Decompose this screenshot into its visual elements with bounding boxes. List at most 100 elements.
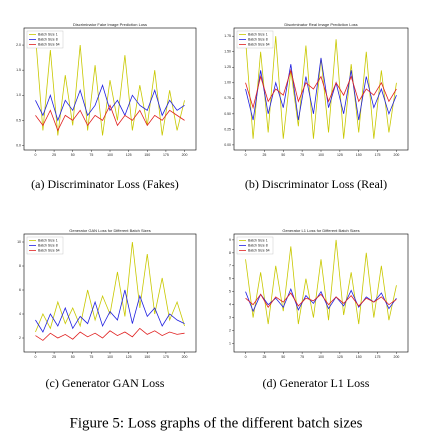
y-tick-label: 1.00 <box>224 81 231 85</box>
subfigure-caption: (c) Generator GAN Loss <box>46 376 165 390</box>
figure-caption: Figure 5: Loss graphs of the different b… <box>70 415 363 431</box>
x-tick-label: 125 <box>337 355 343 359</box>
y-tick-label: 2 <box>229 328 231 332</box>
x-tick-label: 25 <box>262 355 266 359</box>
x-tick-label: 25 <box>52 153 56 157</box>
legend-label: Batch Size 64 <box>38 248 60 252</box>
legend-label: Batch Size 8 <box>38 243 58 247</box>
y-tick-label: 5 <box>229 290 231 294</box>
y-tick-label: 2.0 <box>16 43 21 47</box>
y-tick-label: 6 <box>229 277 231 281</box>
y-tick-label: 8 <box>19 264 21 268</box>
x-tick-label: 125 <box>337 153 343 157</box>
x-tick-label: 75 <box>89 355 93 359</box>
x-tick-label: 125 <box>126 153 132 157</box>
x-tick-label: 0 <box>245 153 247 157</box>
y-tick-label: 9 <box>229 238 231 242</box>
x-tick-label: 200 <box>394 355 400 359</box>
x-tick-label: 150 <box>356 153 362 157</box>
chart-title: Generator L1 Loss for Different Batch Si… <box>282 228 359 233</box>
y-tick-label: 7 <box>229 264 231 268</box>
y-tick-label: 0.50 <box>224 112 231 116</box>
y-tick-label: 6 <box>19 288 21 292</box>
y-tick-label: 0.75 <box>224 96 231 100</box>
y-tick-label: 4 <box>229 303 231 307</box>
x-tick-label: 75 <box>300 153 304 157</box>
x-tick-label: 0 <box>34 355 36 359</box>
y-tick-label: 10 <box>17 240 21 244</box>
x-tick-label: 200 <box>182 355 188 359</box>
subfigure-caption: (d) Generator L1 Loss <box>263 376 370 390</box>
x-tick-label: 50 <box>71 153 75 157</box>
legend-label: Batch Size 8 <box>248 37 268 41</box>
y-tick-label: 0.25 <box>224 127 231 131</box>
legend-label: Batch Size 8 <box>248 243 268 247</box>
x-tick-label: 125 <box>126 355 132 359</box>
x-tick-label: 0 <box>34 153 36 157</box>
x-tick-label: 175 <box>163 355 169 359</box>
legend-box <box>26 236 64 255</box>
x-tick-label: 150 <box>144 153 150 157</box>
chart-title: Discriminator Fake Image Prediction Loss <box>73 22 147 27</box>
y-tick-label: 0.0 <box>16 143 21 147</box>
y-tick-label: 1.0 <box>16 93 21 97</box>
x-tick-label: 175 <box>163 153 169 157</box>
x-tick-label: 25 <box>262 153 266 157</box>
loss-line <box>245 57 397 121</box>
x-tick-label: 25 <box>52 355 56 359</box>
loss-line <box>35 327 185 341</box>
x-tick-label: 150 <box>356 355 362 359</box>
loss-line <box>35 83 185 122</box>
y-tick-label: 4 <box>19 312 21 316</box>
x-tick-label: 50 <box>71 355 75 359</box>
x-tick-label: 0 <box>245 355 247 359</box>
loss-line <box>245 292 397 308</box>
x-tick-label: 100 <box>107 355 113 359</box>
x-tick-label: 175 <box>375 355 381 359</box>
loss-line <box>245 239 397 325</box>
loss-line <box>35 241 185 333</box>
y-tick-label: 1 <box>229 341 231 345</box>
y-tick-label: 2 <box>19 336 21 340</box>
legend-box <box>236 30 274 49</box>
y-tick-label: 0.00 <box>224 143 231 147</box>
chart-title: Generator GAN Loss for Different Batch S… <box>69 228 151 233</box>
legend-label: Batch Size 8 <box>38 37 58 41</box>
x-tick-label: 100 <box>318 153 324 157</box>
legend-box <box>236 236 274 255</box>
y-tick-label: 3 <box>229 316 231 320</box>
x-tick-label: 75 <box>89 153 93 157</box>
legend-label: Batch Size 64 <box>38 42 60 46</box>
x-tick-label: 200 <box>394 153 400 157</box>
loss-line <box>35 104 185 132</box>
y-tick-label: 8 <box>229 251 231 255</box>
legend-label: Batch Size 64 <box>248 42 270 46</box>
x-tick-label: 50 <box>281 153 285 157</box>
y-tick-label: 1.50 <box>224 50 231 54</box>
loss-line <box>245 68 397 110</box>
y-tick-label: 1.25 <box>224 65 231 69</box>
x-tick-label: 100 <box>318 355 324 359</box>
legend-label: Batch Size 64 <box>248 248 270 252</box>
y-tick-label: 1.75 <box>224 34 231 38</box>
loss-line <box>35 289 185 333</box>
x-tick-label: 200 <box>182 153 188 157</box>
loss-line <box>35 34 185 136</box>
loss-line <box>245 36 397 139</box>
y-tick-label: 0.5 <box>16 118 21 122</box>
x-tick-label: 150 <box>144 355 150 359</box>
x-tick-label: 175 <box>375 153 381 157</box>
legend-label: Batch Size 1 <box>38 238 58 242</box>
legend-label: Batch Size 1 <box>248 32 268 36</box>
chart-title: Discriminator Real Image Prediction Loss <box>284 22 357 27</box>
x-tick-label: 50 <box>281 355 285 359</box>
y-tick-label: 1.5 <box>16 68 21 72</box>
x-tick-label: 75 <box>300 355 304 359</box>
legend-box <box>26 30 64 49</box>
subfigure-caption: (a) Discriminator Loss (Fakes) <box>31 177 179 191</box>
legend-label: Batch Size 1 <box>38 32 58 36</box>
legend-label: Batch Size 1 <box>248 238 268 242</box>
subfigure-caption: (b) Discriminator Loss (Real) <box>245 177 387 191</box>
x-tick-label: 100 <box>107 153 113 157</box>
